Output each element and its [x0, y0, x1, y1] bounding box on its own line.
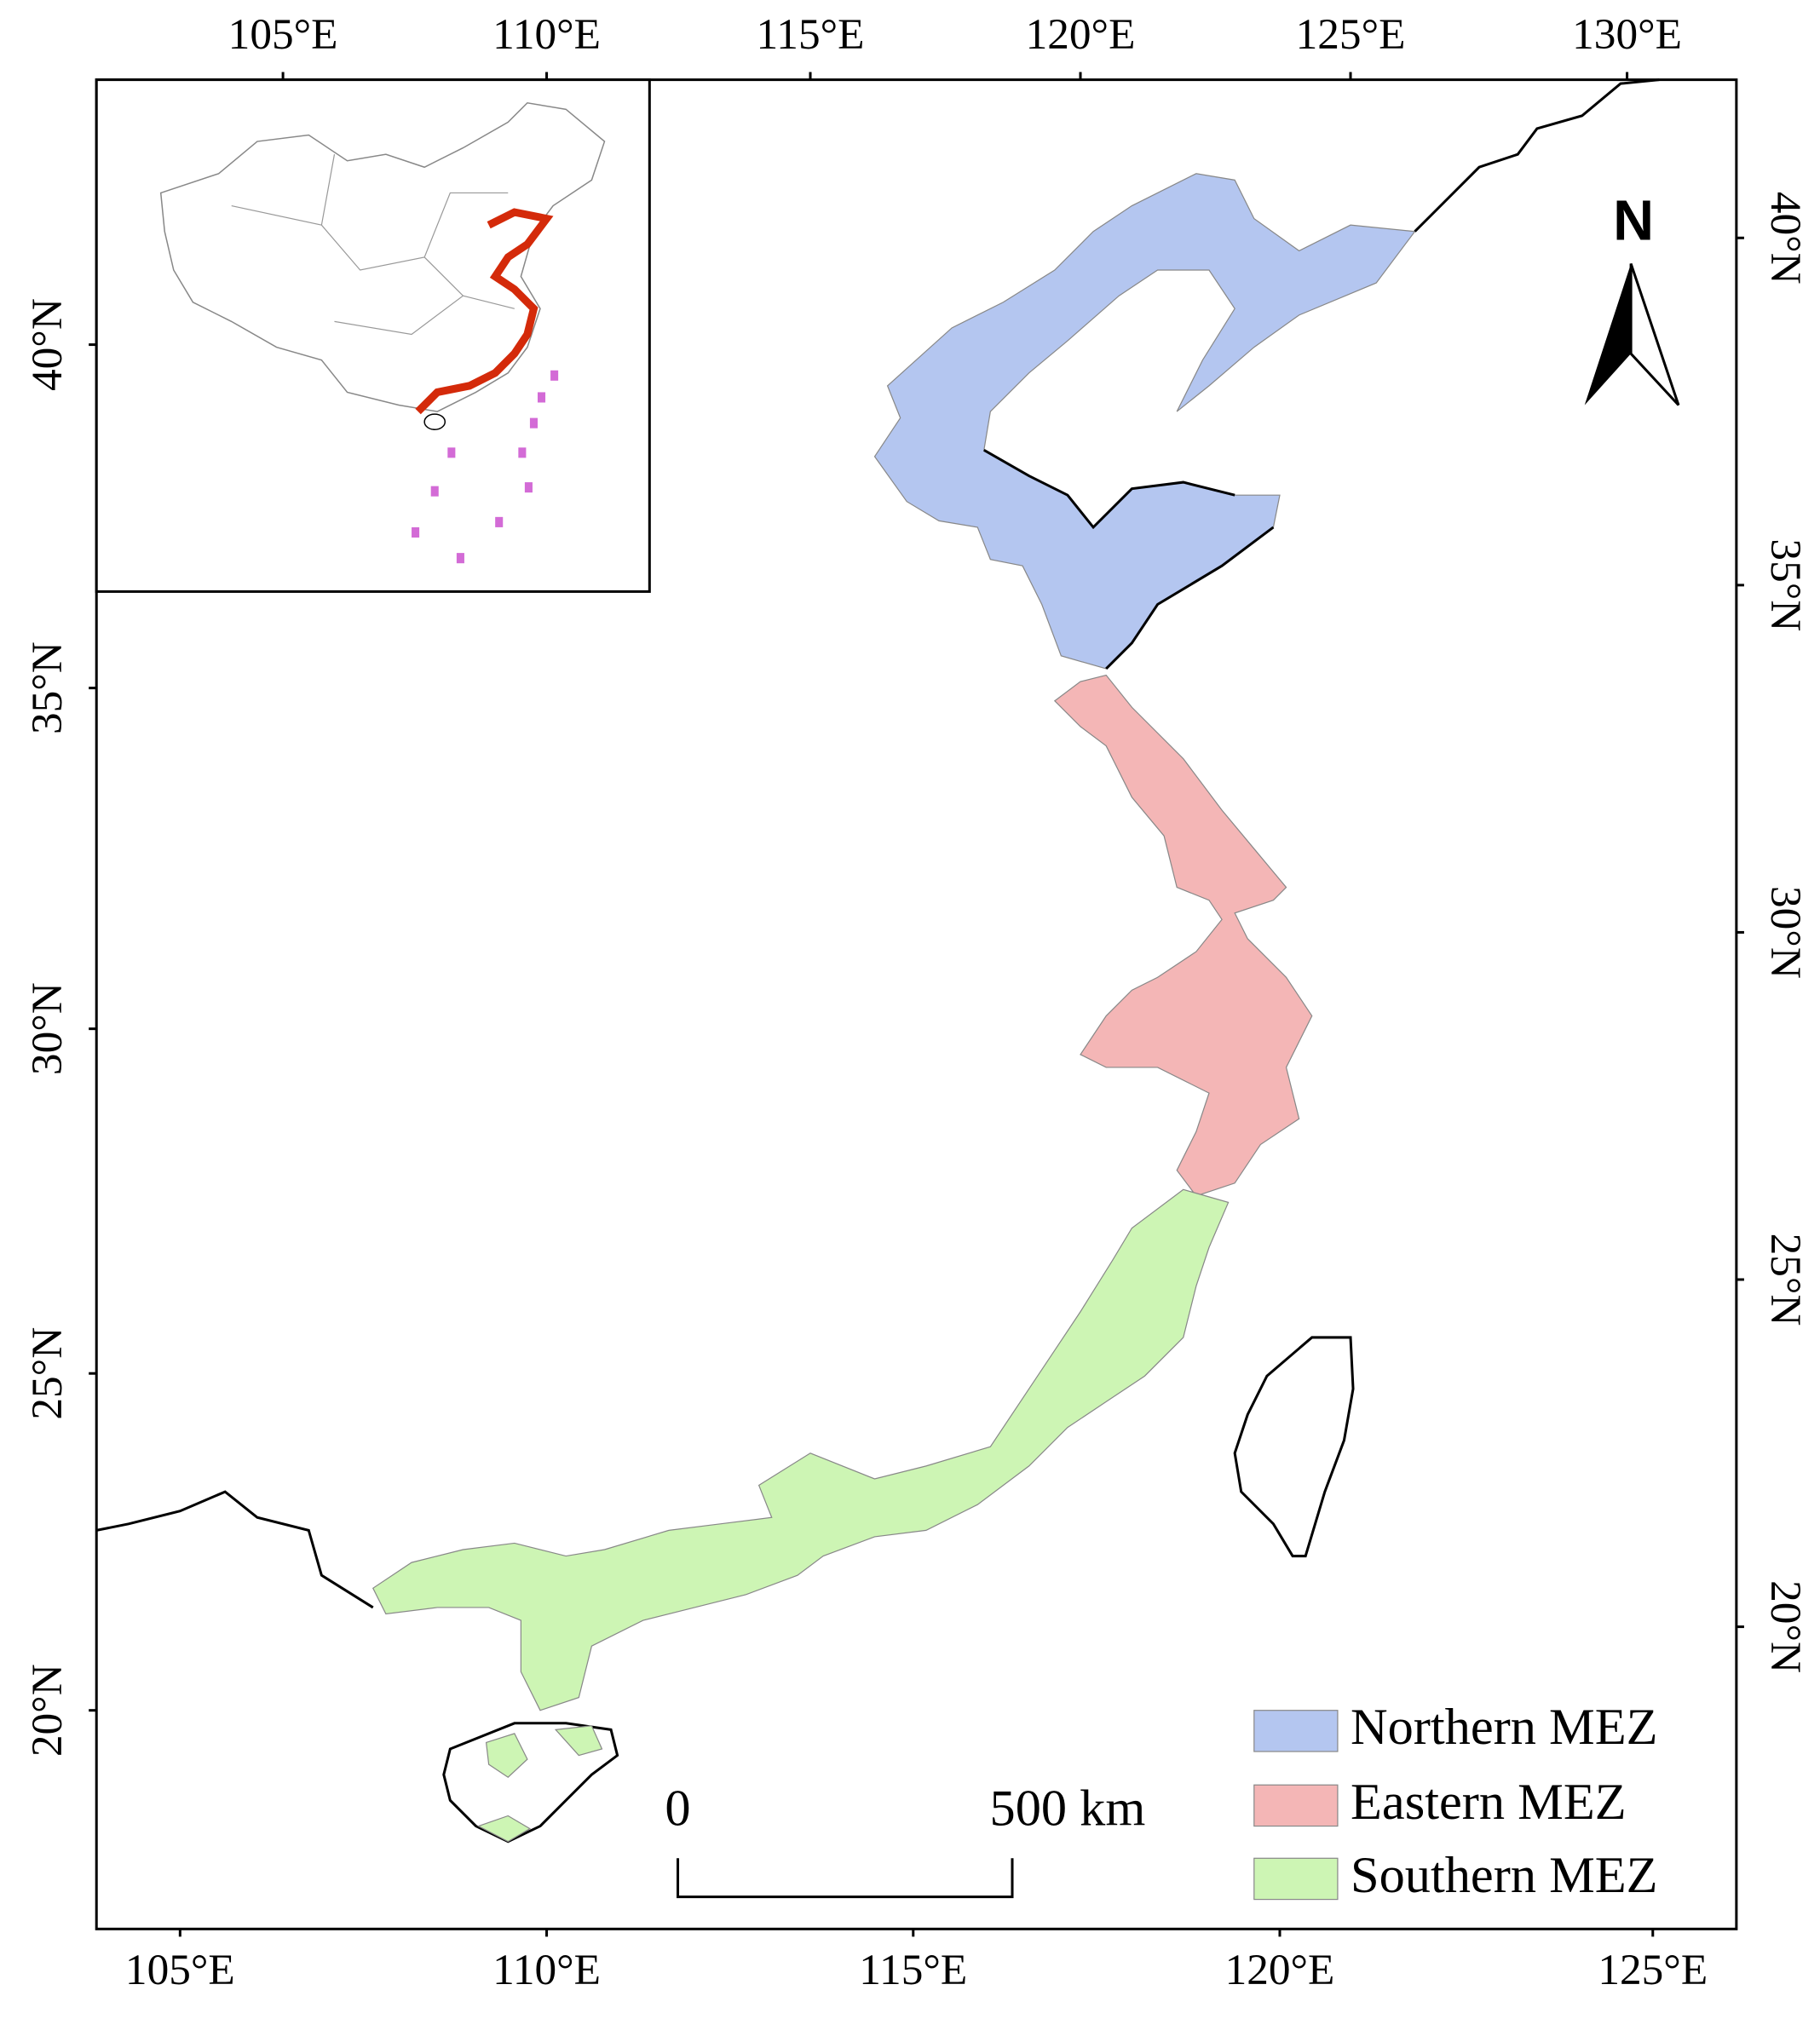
lon-label: 115°E	[859, 1946, 967, 1994]
coastline	[1105, 526, 1275, 670]
north-label: N	[1613, 190, 1654, 253]
lon-label: 125°E	[1598, 1946, 1708, 1994]
taiwan-island	[1233, 1336, 1355, 1558]
legend-swatch	[1253, 1710, 1339, 1752]
border-line	[1414, 78, 1660, 233]
inset-coastline	[415, 208, 554, 415]
north-arrow	[1629, 262, 1680, 406]
inset-islands	[412, 370, 559, 564]
lon-label: 130°E	[1572, 10, 1682, 59]
lat-label: 30°N	[23, 982, 72, 1075]
hainan-region	[485, 1733, 528, 1778]
lon-label: 110°E	[492, 10, 601, 59]
legend-swatch	[1253, 1784, 1339, 1827]
legend-label: Eastern MEZ	[1351, 1774, 1627, 1831]
legend-label: Northern MEZ	[1351, 1699, 1657, 1756]
inset-hainan	[423, 413, 446, 430]
border-line	[95, 1490, 374, 1609]
hainan-region	[554, 1725, 603, 1757]
lat-label: 40°N	[1761, 192, 1810, 285]
legend-swatch	[1253, 1857, 1339, 1901]
coastline	[983, 449, 1235, 530]
lat-label: 25°N	[1761, 1234, 1810, 1326]
hainan-region	[477, 1815, 532, 1843]
lon-label: 115°E	[757, 10, 865, 59]
lat-label: 40°N	[23, 298, 72, 391]
lon-label: 105°E	[125, 1946, 235, 1994]
graticule-ticks	[89, 72, 1744, 1937]
southern-region	[371, 1188, 1230, 1711]
inset-provinces	[231, 154, 515, 336]
inset-china	[159, 101, 606, 412]
lat-label: 35°N	[23, 641, 72, 734]
lon-label: 110°E	[492, 1946, 601, 1994]
scale-label: 0	[665, 1780, 690, 1837]
north-arrow	[1584, 263, 1632, 406]
lon-label: 120°E	[1026, 10, 1136, 59]
lon-label: 105°E	[228, 10, 338, 59]
lon-label: 120°E	[1225, 1946, 1335, 1994]
map-frame	[95, 78, 1738, 1930]
lat-label: 25°N	[23, 1327, 72, 1420]
lon-label: 125°E	[1296, 10, 1406, 59]
eastern-region	[1053, 674, 1313, 1197]
lat-label: 35°N	[1761, 538, 1810, 631]
legend-label: Southern MEZ	[1351, 1847, 1658, 1904]
scale-bar	[677, 1858, 1014, 1899]
inset-map	[95, 78, 651, 593]
lat-label: 20°N	[23, 1664, 72, 1757]
northern-region	[873, 173, 1416, 670]
lat-label: 30°N	[1761, 886, 1810, 979]
scale-label: 500 km	[990, 1780, 1146, 1837]
lat-label: 20°N	[1761, 1580, 1810, 1673]
